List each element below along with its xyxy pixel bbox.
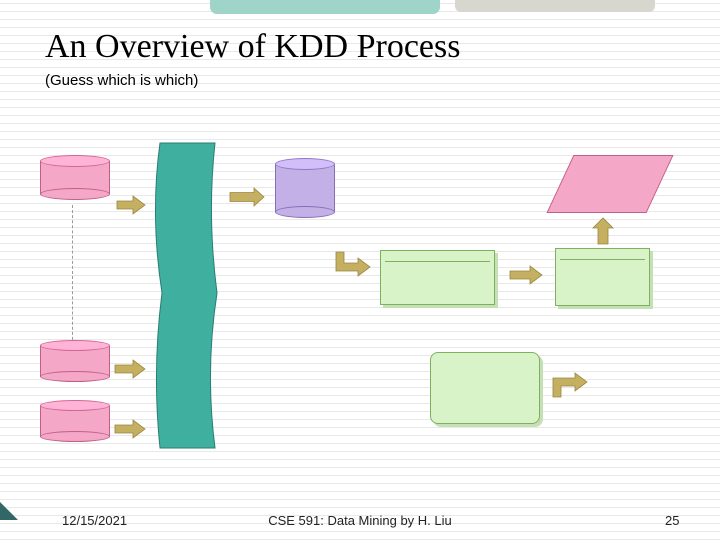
page-subtitle: (Guess which is which) — [45, 72, 198, 89]
footer-page: 25 — [665, 513, 679, 528]
page-title: An Overview of KDD Process — [45, 28, 460, 66]
footer-course: CSE 591: Data Mining by H. Liu — [0, 513, 720, 528]
